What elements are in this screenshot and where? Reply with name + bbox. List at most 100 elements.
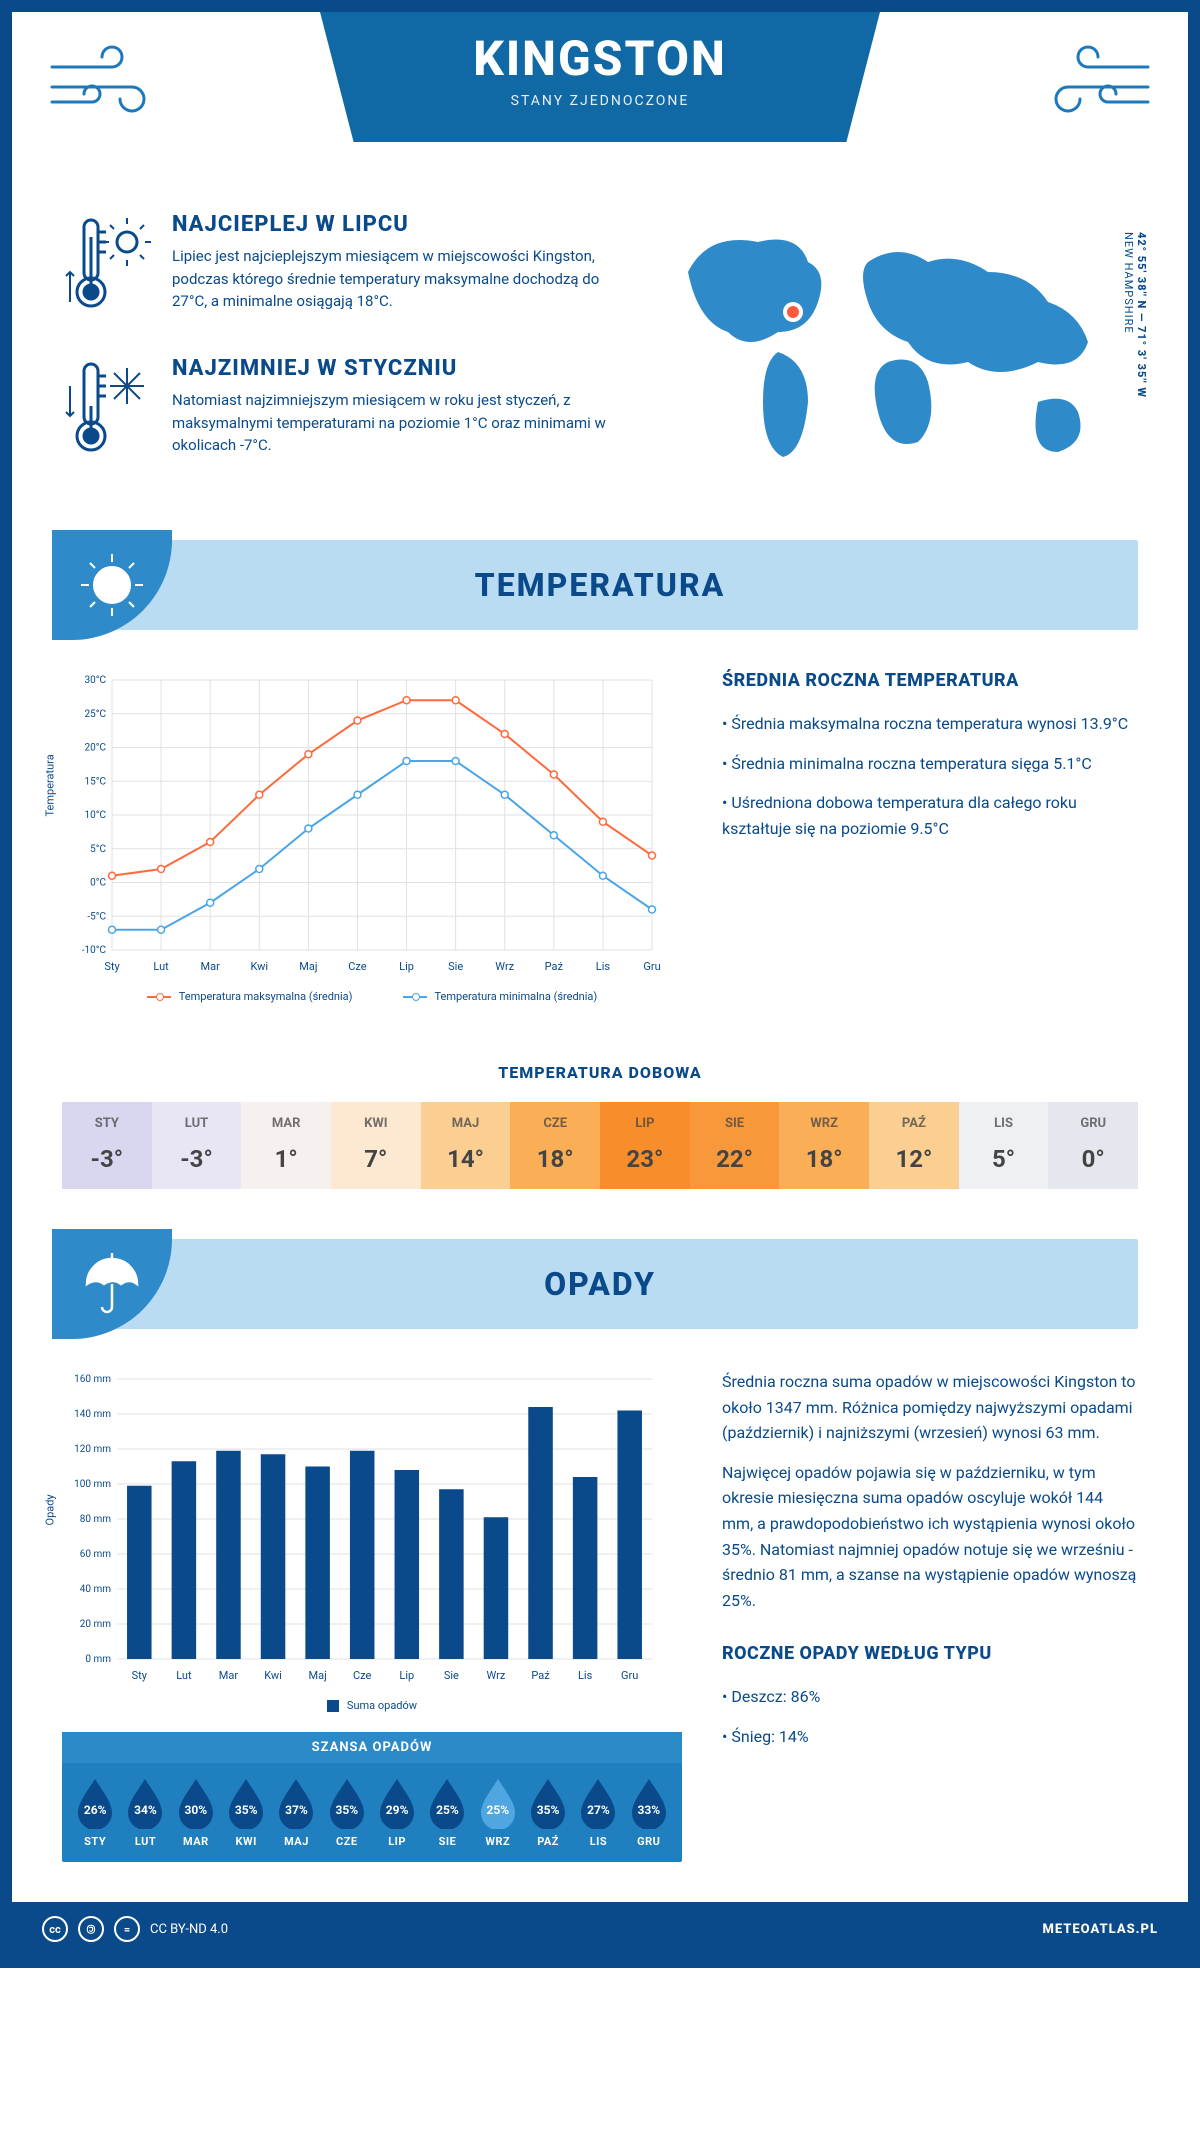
- legend-sum: Suma opadów: [327, 1699, 417, 1712]
- line-chart: Temperatura -10°C-5°C0°C5°C10°C15°C20°C2…: [62, 670, 662, 980]
- daily-temp-title: TEMPERATURA DOBOWA: [12, 1063, 1188, 1082]
- daily-temp-table: STY-3°LUT-3°MAR1°KWI7°MAJ14°CZE18°LIP23°…: [62, 1102, 1138, 1189]
- temp-cell: WRZ18°: [779, 1102, 869, 1189]
- temperature-title: TEMPERATURA: [475, 566, 726, 604]
- chance-drop: 29% LIP: [375, 1777, 419, 1848]
- svg-text:Maj: Maj: [309, 1669, 327, 1682]
- svg-text:Wrz: Wrz: [495, 960, 514, 973]
- by-icon: 🄯: [78, 1916, 104, 1942]
- temp-cell: LUT-3°: [152, 1102, 242, 1189]
- avg-line-0: Średnia maksymalna roczna temperatura wy…: [722, 711, 1138, 737]
- temp-cell: LIS5°: [959, 1102, 1049, 1189]
- svg-text:Lis: Lis: [596, 960, 611, 973]
- precipitation-text: Średnia roczna suma opadów w miejscowośc…: [722, 1369, 1138, 1862]
- svg-text:Sty: Sty: [132, 1669, 148, 1682]
- footer-license: cc 🄯 = CC BY-ND 4.0: [42, 1916, 228, 1942]
- svg-text:0°C: 0°C: [90, 878, 106, 889]
- fact-hot-title: NAJCIEPLEJ W LIPCU: [172, 212, 618, 237]
- svg-text:Lut: Lut: [176, 1669, 192, 1682]
- svg-text:Sie: Sie: [448, 960, 463, 973]
- svg-text:120 mm: 120 mm: [74, 1444, 111, 1455]
- fact-hot: NAJCIEPLEJ W LIPCU Lipiec jest najcieple…: [62, 212, 618, 326]
- temp-cell: SIE22°: [690, 1102, 780, 1189]
- chance-drop: 37% MAJ: [274, 1777, 318, 1848]
- svg-text:Cze: Cze: [353, 1669, 372, 1682]
- by-type-1: Śnieg: 14%: [722, 1724, 1138, 1750]
- temp-cell: STY-3°: [62, 1102, 152, 1189]
- svg-text:Mar: Mar: [201, 960, 221, 973]
- svg-text:Wrz: Wrz: [487, 1669, 506, 1682]
- svg-text:0 mm: 0 mm: [85, 1654, 111, 1665]
- svg-text:Cze: Cze: [348, 960, 367, 973]
- precip-p1: Średnia roczna suma opadów w miejscowośc…: [722, 1369, 1138, 1446]
- svg-text:5°C: 5°C: [90, 844, 106, 855]
- svg-text:Lut: Lut: [153, 960, 169, 973]
- temperature-text: ŚREDNIA ROCZNA TEMPERATURA Średnia maksy…: [722, 670, 1138, 1003]
- svg-text:Gru: Gru: [621, 1669, 638, 1682]
- chance-drop: 26% STY: [73, 1777, 117, 1848]
- svg-text:Kwi: Kwi: [251, 960, 269, 973]
- svg-text:Paź: Paź: [545, 960, 564, 973]
- wind-icon-right: [1028, 42, 1158, 126]
- thermometer-sun-icon: [62, 212, 152, 326]
- page: KINGSTON STANY ZJEDNOCZONE: [0, 0, 1200, 1968]
- title-banner: KINGSTON STANY ZJEDNOCZONE: [320, 12, 880, 142]
- temp-cell: GRU0°: [1048, 1102, 1138, 1189]
- fact-cold: NAJZIMNIEJ W STYCZNIU Natomiast najzimni…: [62, 356, 618, 470]
- bar-chart-legend: Suma opadów: [62, 1699, 682, 1712]
- svg-text:25°C: 25°C: [85, 709, 107, 720]
- svg-text:Gru: Gru: [643, 960, 660, 973]
- chance-drop: 25% WRZ: [476, 1777, 520, 1848]
- chance-drop: 34% LUT: [123, 1777, 167, 1848]
- chance-drop: 35% CZE: [325, 1777, 369, 1848]
- country-name: STANY ZJEDNOCZONE: [320, 93, 880, 109]
- by-type-0: Deszcz: 86%: [722, 1684, 1138, 1710]
- svg-text:Paź: Paź: [531, 1669, 550, 1682]
- svg-text:Sie: Sie: [444, 1669, 459, 1682]
- svg-text:160 mm: 160 mm: [74, 1374, 111, 1385]
- temp-cell: KWI7°: [331, 1102, 421, 1189]
- avg-line-1: Średnia minimalna roczna temperatura się…: [722, 751, 1138, 777]
- svg-text:Lis: Lis: [578, 1669, 593, 1682]
- temp-cell: MAR1°: [241, 1102, 331, 1189]
- fact-cold-title: NAJZIMNIEJ W STYCZNIU: [172, 356, 618, 381]
- svg-text:Sty: Sty: [104, 960, 120, 973]
- chance-drop: 27% LIS: [576, 1777, 620, 1848]
- svg-text:20°C: 20°C: [85, 743, 107, 754]
- chance-drop: 35% KWI: [224, 1777, 268, 1848]
- svg-text:40 mm: 40 mm: [80, 1584, 111, 1595]
- precip-p2: Najwięcej opadów pojawia się w październ…: [722, 1460, 1138, 1614]
- by-type-title: ROCZNE OPADY WEDŁUG TYPU: [722, 1643, 1138, 1664]
- cc-icon: cc: [42, 1916, 68, 1942]
- svg-text:Mar: Mar: [219, 1669, 239, 1682]
- chance-title: SZANSA OPADÓW: [62, 1732, 682, 1763]
- chance-row: 26% STY 34% LUT 30% MAR 35% KWI: [62, 1763, 682, 1848]
- intro-section: NAJCIEPLEJ W LIPCU Lipiec jest najcieple…: [12, 192, 1188, 540]
- umbrella-icon: [52, 1229, 172, 1339]
- svg-text:30°C: 30°C: [85, 675, 107, 686]
- svg-text:20 mm: 20 mm: [80, 1619, 111, 1630]
- coordinates: 42° 55' 38'' N — 71° 3' 35'' W NEW HAMPS…: [1122, 232, 1148, 398]
- svg-text:Maj: Maj: [299, 960, 317, 973]
- precipitation-body: Opady 0 mm20 mm40 mm60 mm80 mm100 mm120 …: [12, 1329, 1188, 1902]
- temperature-body: Temperatura -10°C-5°C0°C5°C10°C15°C20°C2…: [12, 630, 1188, 1043]
- chance-drop: 30% MAR: [174, 1777, 218, 1848]
- svg-text:10°C: 10°C: [85, 810, 107, 821]
- svg-text:140 mm: 140 mm: [74, 1409, 111, 1420]
- chance-drop: 35% PAŹ: [526, 1777, 570, 1848]
- svg-text:60 mm: 60 mm: [80, 1549, 111, 1560]
- map-svg: [658, 212, 1138, 472]
- svg-text:100 mm: 100 mm: [74, 1479, 111, 1490]
- temp-cell: CZE18°: [510, 1102, 600, 1189]
- wind-icon-left: [42, 42, 172, 126]
- precipitation-title: OPADY: [544, 1265, 656, 1303]
- chance-drop: 25% SIE: [425, 1777, 469, 1848]
- temp-cell: PAŹ12°: [869, 1102, 959, 1189]
- nd-icon: =: [114, 1916, 140, 1942]
- temperature-chart-area: Temperatura -10°C-5°C0°C5°C10°C15°C20°C2…: [62, 670, 682, 1003]
- footer: cc 🄯 = CC BY-ND 4.0 METEOATLAS.PL: [12, 1902, 1188, 1956]
- legend-min: Temperatura minimalna (średnia): [403, 990, 598, 1003]
- thermometer-snow-icon: [62, 356, 152, 470]
- header: KINGSTON STANY ZJEDNOCZONE: [12, 12, 1188, 192]
- world-map: 42° 55' 38'' N — 71° 3' 35'' W NEW HAMPS…: [658, 212, 1138, 500]
